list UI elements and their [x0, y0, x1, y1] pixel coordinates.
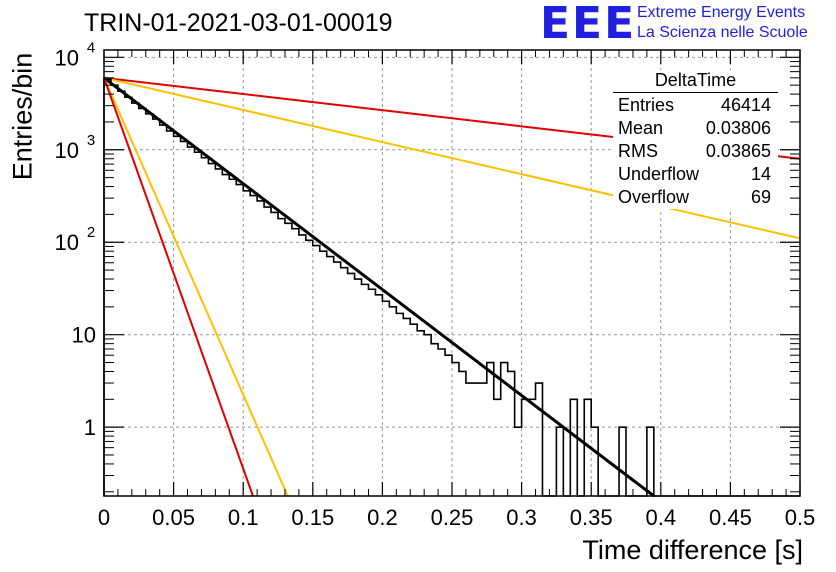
y-tick-label: 10	[55, 45, 79, 70]
fit-line	[103, 77, 289, 497]
stats-row: Underflow 14	[613, 163, 778, 186]
stats-label: Underflow	[618, 164, 700, 184]
fit-line	[103, 76, 801, 240]
stats-label: Entries	[618, 95, 675, 115]
eee-logo: EEE	[540, 0, 637, 49]
x-tick-label: 0.15	[291, 505, 334, 530]
fit-line	[103, 77, 254, 497]
histogram-steps	[103, 78, 800, 497]
x-tick-label: 0.1	[228, 505, 259, 530]
y-tick-exponent: 4	[87, 39, 95, 56]
x-tick-label: 0	[98, 505, 110, 530]
stats-value: 46414	[720, 95, 771, 115]
stats-value: 69	[750, 187, 771, 207]
axis-ticks: 0 0.05 0.1 0.15 0.2 0.25 0.3 0.35 0.4 0.45 0.5 1 10 1…	[55, 39, 816, 530]
stats-row: Entries 46414	[613, 94, 778, 117]
y-axis-label: Entries/bin	[7, 52, 38, 181]
stats-value: 14	[750, 164, 771, 184]
x-tick-label: 0.3	[506, 505, 537, 530]
chart-title: TRIN-01-2021-03-01-00019	[84, 9, 393, 37]
x-tick-label: 0.4	[646, 505, 677, 530]
x-tick-label: 0.25	[431, 505, 474, 530]
x-tick-label: 0.45	[709, 505, 752, 530]
eee-logo-text: Extreme Energy Events La Scienza nelle S…	[637, 3, 808, 43]
x-tick-label: 0.5	[785, 505, 816, 530]
y-tick-label: 1	[84, 415, 96, 440]
stats-value: 0.03865	[705, 141, 771, 161]
stats-row: RMS 0.03865	[613, 140, 778, 163]
stats-label: RMS	[618, 141, 658, 161]
logo-line-1: Extreme Energy Events	[637, 4, 806, 21]
logo-line-2: La Scienza nelle Scuole	[637, 24, 808, 41]
stats-row: Mean 0.03806	[613, 117, 778, 140]
x-tick-label: 0.2	[367, 505, 398, 530]
x-axis-label: Time difference [s]	[582, 535, 803, 565]
stats-label: Mean	[618, 118, 664, 138]
y-tick-exponent: 3	[87, 132, 95, 149]
y-tick-exponent: 2	[87, 224, 95, 241]
stats-label: Overflow	[618, 187, 690, 207]
stats-box: DeltaTime Entries 46414 Mean 0.03806 RMS 0.…	[613, 70, 778, 209]
x-tick-label: 0.05	[152, 505, 195, 530]
stats-value: 0.03806	[705, 118, 771, 138]
y-tick-label: 10	[55, 230, 79, 255]
fit-line	[103, 76, 655, 498]
y-tick-label: 10	[72, 323, 96, 348]
y-tick-label: 10	[55, 138, 79, 163]
stats-title: DeltaTime	[613, 70, 778, 93]
histogram	[103, 78, 800, 497]
stats-row: Overflow 69	[613, 186, 778, 209]
x-tick-label: 0.35	[570, 505, 613, 530]
